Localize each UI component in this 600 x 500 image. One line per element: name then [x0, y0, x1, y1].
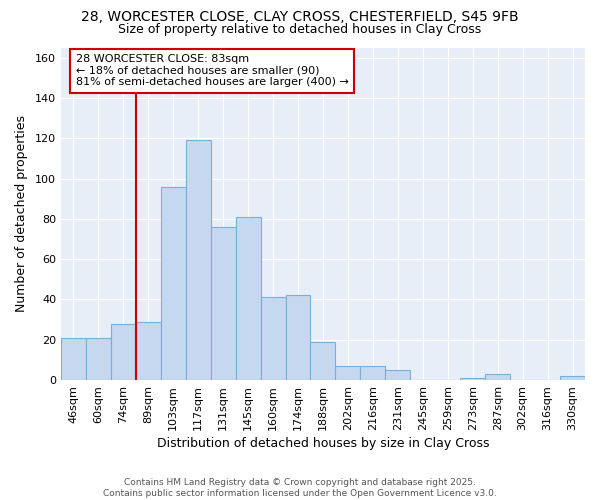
Bar	[136, 322, 161, 380]
Bar	[485, 374, 510, 380]
X-axis label: Distribution of detached houses by size in Clay Cross: Distribution of detached houses by size …	[157, 437, 489, 450]
Y-axis label: Number of detached properties: Number of detached properties	[15, 116, 28, 312]
Bar	[186, 140, 211, 380]
Text: 28, WORCESTER CLOSE, CLAY CROSS, CHESTERFIELD, S45 9FB: 28, WORCESTER CLOSE, CLAY CROSS, CHESTER…	[81, 10, 519, 24]
Text: 28 WORCESTER CLOSE: 83sqm
← 18% of detached houses are smaller (90)
81% of semi-: 28 WORCESTER CLOSE: 83sqm ← 18% of detac…	[76, 54, 349, 88]
Bar	[161, 186, 186, 380]
Text: Contains HM Land Registry data © Crown copyright and database right 2025.
Contai: Contains HM Land Registry data © Crown c…	[103, 478, 497, 498]
Bar	[335, 366, 361, 380]
Bar	[361, 366, 385, 380]
Bar	[211, 227, 236, 380]
Bar	[286, 296, 310, 380]
Bar	[61, 338, 86, 380]
Bar	[236, 217, 260, 380]
Bar	[260, 298, 286, 380]
Bar	[86, 338, 111, 380]
Bar	[560, 376, 585, 380]
Bar	[310, 342, 335, 380]
Bar	[460, 378, 485, 380]
Bar	[385, 370, 410, 380]
Bar	[111, 324, 136, 380]
Text: Size of property relative to detached houses in Clay Cross: Size of property relative to detached ho…	[118, 22, 482, 36]
